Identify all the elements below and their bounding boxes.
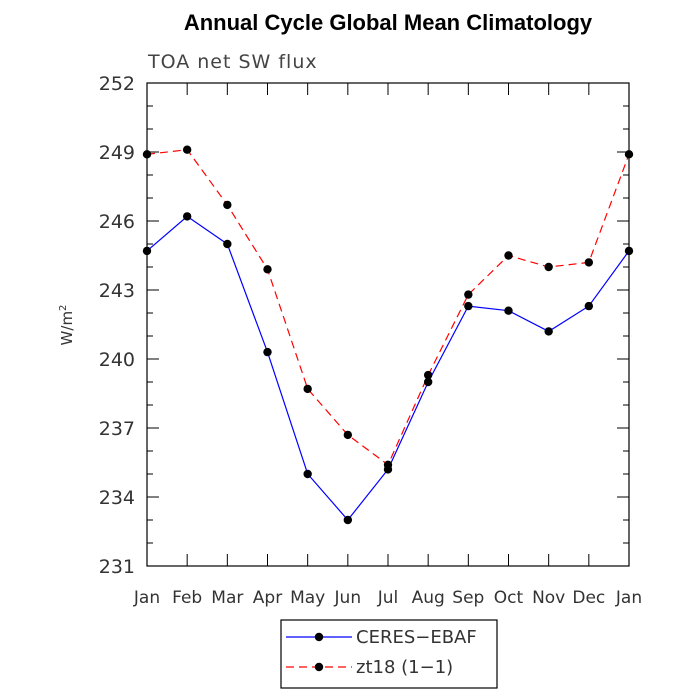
x-tick-label: May [290,588,325,608]
data-point-zt18 [624,150,634,159]
data-point-ceres-ebaf [423,377,433,387]
data-point-zt18 [142,150,152,159]
chart-title: Annual Cycle Global Mean Climatology [184,10,593,35]
legend-label-ceres: CERES−EBAF [356,627,477,648]
data-point-zt18 [383,460,393,469]
y-tick-label: 234 [99,487,135,509]
y-tick-labels: 231 234 237 240 243 246 249 252 [99,73,135,578]
x-tick-labels: Jan Feb Mar Apr May Jun Jul Aug Sep Oct Nov Dec Jan [133,588,642,608]
x-tick-label: Apr [253,588,282,608]
x-tick-label: Dec [572,588,605,608]
y-axis-label: W/m2 [58,305,76,346]
legend-box [280,619,498,689]
y-tick-label: 249 [99,142,135,164]
data-point-zt18 [504,251,513,260]
data-point-ceres-ebaf [303,469,312,479]
y-tick-label: 240 [99,349,135,371]
data-point-ceres-ebaf [182,212,192,221]
series-line-zt18 [146,149,630,466]
data-point-ceres-ebaf [464,301,473,311]
y-tick-label: 252 [99,73,135,95]
data-point-ceres-ebaf [504,306,513,315]
series-points [142,145,634,525]
x-tick-label: Nov [532,588,565,608]
legend-marker-ceres [314,632,324,642]
x-tick-label: Jan [133,588,160,608]
x-tick-label: Feb [172,588,202,608]
data-point-ceres-ebaf [544,327,553,336]
data-point-ceres-ebaf [624,246,634,256]
legend-marker-zt18 [314,662,324,672]
y-axis-label-superscript: 2 [58,305,69,311]
chart-subtitle: TOA net SW flux [147,51,318,73]
x-tick-label: Jan [615,588,642,608]
data-point-ceres-ebaf [584,301,594,311]
data-point-ceres-ebaf [223,239,232,249]
data-point-zt18 [263,265,272,274]
data-point-zt18 [182,145,192,154]
x-tick-label: Aug [412,588,445,608]
data-point-zt18 [303,384,312,394]
plot-frame [146,82,630,567]
x-tick-label: Mar [211,588,243,608]
y-tick-label: 246 [99,211,135,233]
data-point-ceres-ebaf [343,515,353,525]
data-point-zt18 [423,370,433,380]
legend-label-zt18: zt18 (1−1) [356,657,453,678]
data-point-zt18 [223,200,232,210]
x-tick-label: Jul [377,588,399,608]
x-tick-label: Sep [452,588,484,608]
data-point-zt18 [464,290,473,299]
axis-ticks [146,82,630,567]
data-point-zt18 [343,430,353,440]
data-point-zt18 [584,258,594,267]
data-point-ceres-ebaf [142,246,152,256]
x-tick-label: Oct [494,588,524,608]
series-line-ceres-ebaf [146,215,630,521]
data-point-zt18 [544,262,553,272]
x-tick-label: Jun [334,588,362,608]
y-tick-label: 231 [99,556,135,578]
legend: CERES−EBAF zt18 (1−1) [280,619,498,689]
y-tick-label: 243 [99,280,135,302]
y-axis-label-main: W/m [58,311,76,346]
y-tick-label: 237 [99,418,135,440]
data-point-ceres-ebaf [263,347,272,357]
